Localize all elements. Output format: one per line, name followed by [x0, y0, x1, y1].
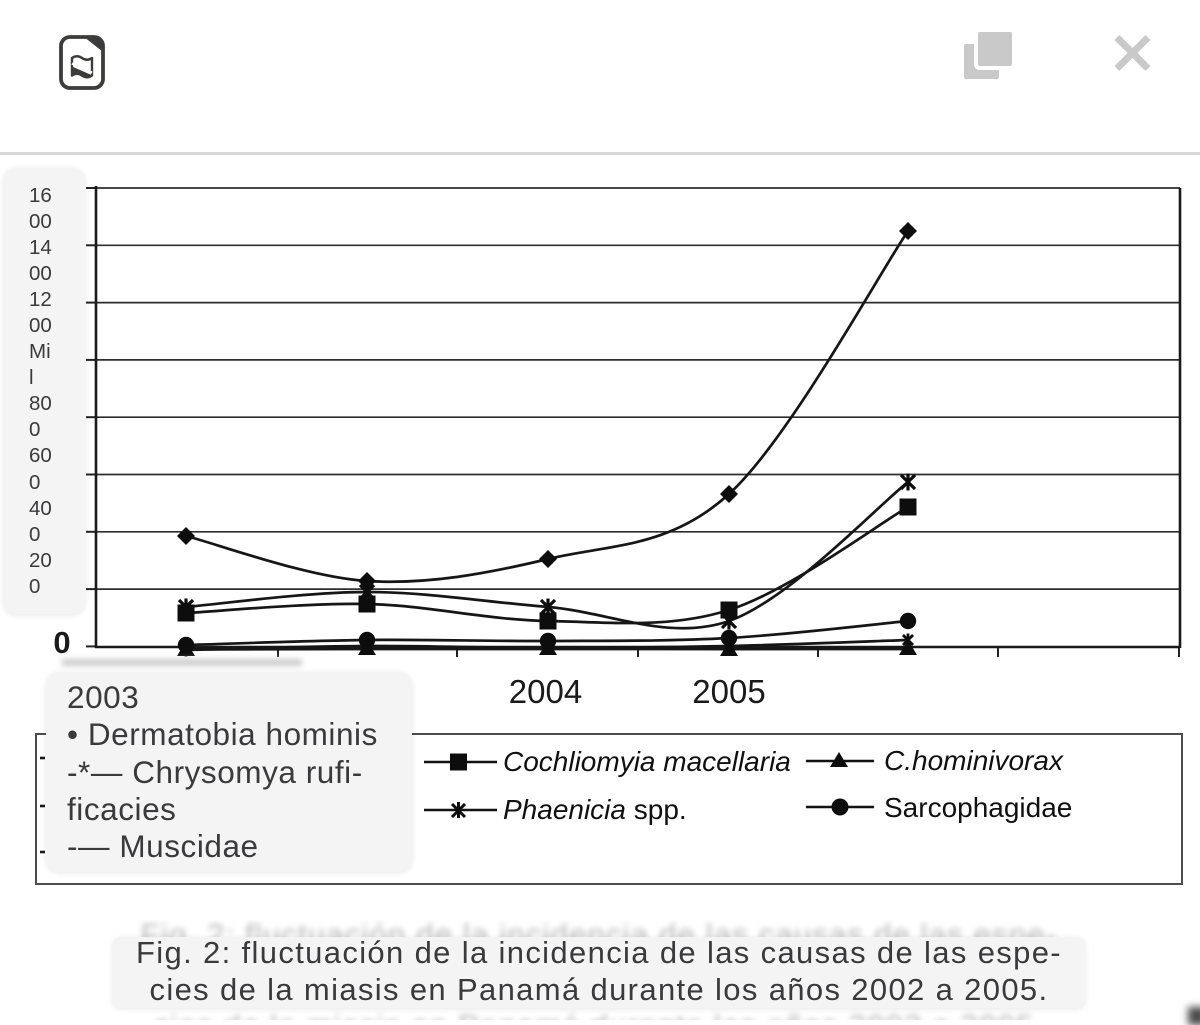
- svg-text:Cochliomyia macellaria: Cochliomyia macellaria: [503, 746, 791, 777]
- svg-text:Phaenicia spp.: Phaenicia spp.: [503, 794, 687, 825]
- svg-text:C.hominivorax: C.hominivorax: [884, 745, 1064, 776]
- svg-text:2004: 2004: [509, 673, 582, 710]
- svg-text:0: 0: [53, 625, 70, 660]
- svg-text:2005: 2005: [692, 673, 765, 710]
- svg-text:Sarcophagidae: Sarcophagidae: [884, 792, 1072, 823]
